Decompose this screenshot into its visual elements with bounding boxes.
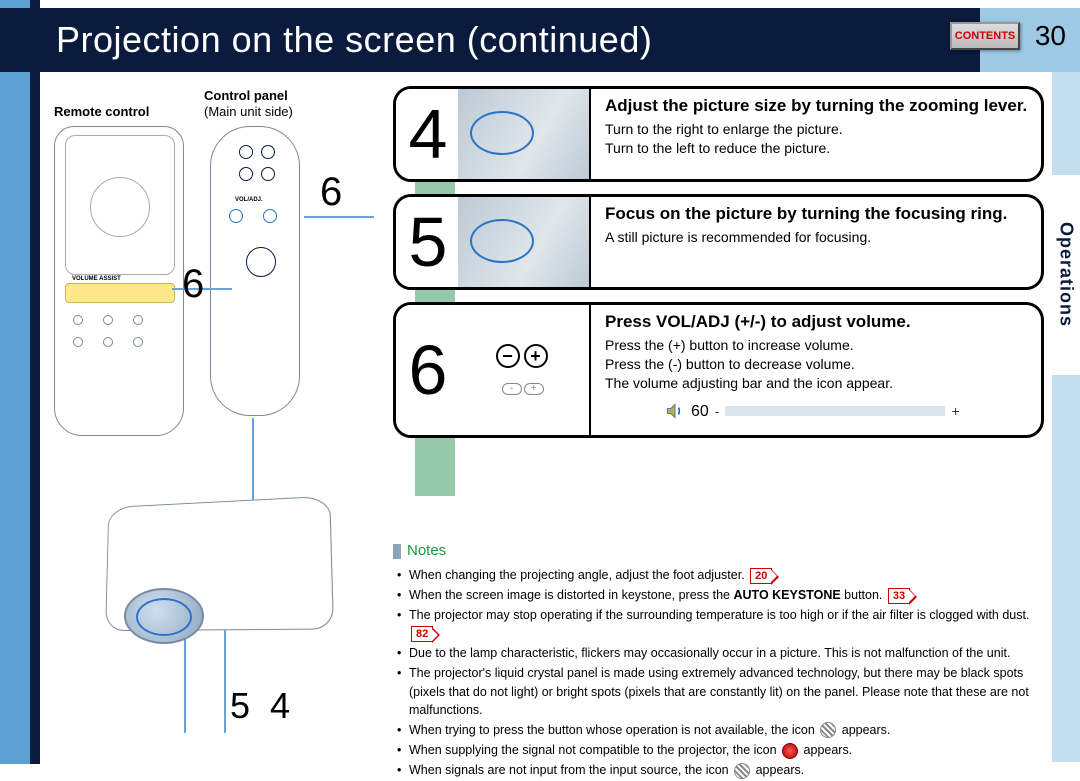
control-panel-outline: VOL/ADJ.	[210, 126, 300, 416]
remote-dpad	[90, 177, 150, 237]
step-thumbnail: 4	[396, 89, 591, 179]
projector-focus-ring	[136, 598, 192, 636]
step-text: Adjust the picture size by turning the z…	[591, 89, 1041, 179]
vol-minus-dot	[229, 209, 243, 223]
page-ref-badge[interactable]: 82	[411, 626, 433, 642]
note-bold: AUTO KEYSTONE	[733, 588, 840, 602]
step-title: Press VOL/ADJ (+/-) to adjust volume.	[605, 311, 1031, 334]
step-text: Press VOL/ADJ (+/-) to adjust volume. Pre…	[591, 305, 1041, 435]
thumb-ring	[470, 111, 534, 155]
remote-vol-strip: VOLUME ASSIST	[65, 283, 175, 303]
volume-bar-row: 60- +	[665, 401, 1031, 423]
step-thumbnail: 6−+-+	[396, 305, 591, 435]
vol-minus-pill: -	[502, 383, 522, 395]
page-title: Projection on the screen (continued)	[0, 19, 652, 61]
ctrl-btn	[239, 145, 253, 159]
step-line: Press the (+) button to increase volume.	[605, 336, 1031, 355]
step-number: 6	[396, 335, 458, 405]
step-number: 5	[396, 207, 458, 277]
note-item: The projector's liquid crystal panel is …	[395, 664, 1044, 718]
notes-title: Notes	[393, 540, 1044, 562]
leader-line	[304, 216, 374, 218]
step-line: Turn to the left to reduce the picture.	[605, 139, 1031, 158]
step-line: Turn to the right to enlarge the picture…	[605, 120, 1031, 139]
step-box-6: 6−+-+Press VOL/ADJ (+/-) to adjust volum…	[393, 302, 1044, 438]
page-ref-badge[interactable]: 33	[888, 588, 910, 604]
callout-6-bottom: 6	[182, 262, 204, 307]
inline-red-icon	[782, 743, 798, 759]
projector-thumb	[458, 197, 589, 287]
instructions-column: 4 Adjust the picture size by turning the …	[393, 86, 1044, 450]
step-number: 4	[396, 99, 458, 169]
remote-btn	[103, 315, 113, 325]
remote-btn	[73, 337, 83, 347]
projector-illustration: 5 4	[80, 500, 340, 690]
vol-plus-icon: +	[524, 344, 548, 368]
notes-list: When changing the projecting angle, adju…	[393, 566, 1044, 779]
side-tab-operations[interactable]: Operations	[1052, 175, 1080, 375]
callout-6-top: 6	[320, 170, 342, 215]
remote-btn	[73, 315, 83, 325]
contents-button[interactable]: CONTENTS	[950, 22, 1020, 50]
speaker-icon	[665, 401, 685, 421]
ctrl-btn	[239, 167, 253, 181]
page-number: 30	[1035, 20, 1066, 52]
remote-btn	[133, 337, 143, 347]
note-item: The projector may stop operating if the …	[395, 606, 1044, 642]
page-ref-badge[interactable]: 20	[750, 568, 772, 584]
remote-btn	[103, 337, 113, 347]
callout-4: 4	[270, 685, 290, 726]
volume-minus: -	[715, 402, 720, 421]
ctrl-dpad	[246, 247, 276, 277]
note-item: When the screen image is distorted in ke…	[395, 586, 1044, 604]
vol-icons: −+-+	[458, 344, 589, 396]
inline-slash-icon	[734, 763, 750, 779]
thumb-ring	[470, 219, 534, 263]
vol-plus-pill: +	[524, 383, 544, 395]
remote-control-label: Remote control	[54, 104, 149, 119]
inline-slash-icon	[820, 722, 836, 738]
side-tab-label: Operations	[1056, 222, 1077, 327]
ctrl-btn	[261, 167, 275, 181]
note-item: When trying to press the button whose op…	[395, 721, 1044, 739]
step-title: Focus on the picture by turning the focu…	[605, 203, 1031, 226]
callout-5: 5	[230, 685, 250, 726]
step-line: Press the (-) button to decrease volume.	[605, 355, 1031, 374]
left-dark-strip	[30, 0, 40, 764]
vol-minus-icon: −	[496, 344, 520, 368]
volume-track	[725, 406, 945, 416]
volume-value: 60	[691, 401, 709, 423]
step-line: The volume adjusting bar and the icon ap…	[605, 374, 1031, 393]
step-box-4: 4 Adjust the picture size by turning the …	[393, 86, 1044, 182]
control-panel-sublabel: (Main unit side)	[204, 104, 293, 119]
step-thumbnail: 5	[396, 197, 591, 287]
vol-adj-tiny: VOL/ADJ.	[235, 197, 263, 203]
vol-assist-tiny: VOLUME ASSIST	[72, 276, 121, 282]
projector-thumb	[458, 89, 589, 179]
remote-btn	[133, 315, 143, 325]
step-title: Adjust the picture size by turning the z…	[605, 95, 1031, 118]
volume-plus: +	[951, 402, 959, 421]
note-item: When supplying the signal not compatible…	[395, 741, 1044, 759]
vol-plus-dot	[263, 209, 277, 223]
note-item: When changing the projecting angle, adju…	[395, 566, 1044, 584]
control-panel-label: Control panel	[204, 88, 288, 103]
ctrl-btn	[261, 145, 275, 159]
step-text: Focus on the picture by turning the focu…	[591, 197, 1041, 287]
notes-section: Notes When changing the projecting angle…	[393, 540, 1044, 781]
step-box-5: 5 Focus on the picture by turning the foc…	[393, 194, 1044, 290]
step-line: A still picture is recommended for focus…	[605, 228, 1031, 247]
note-item: Due to the lamp characteristic, flickers…	[395, 644, 1044, 662]
header-dark-band: Projection on the screen (continued)	[0, 8, 980, 72]
remote-control-outline: VOLUME ASSIST	[54, 126, 184, 436]
left-blue-bar	[0, 0, 30, 764]
projector-callout-numbers: 5 4	[230, 685, 290, 727]
